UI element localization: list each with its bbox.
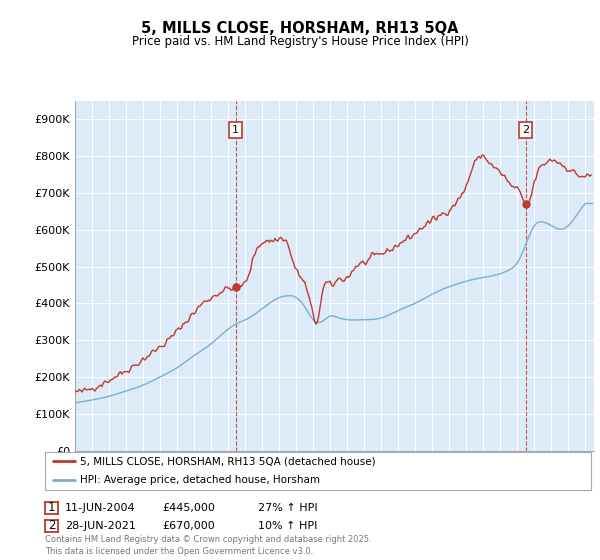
Text: 5, MILLS CLOSE, HORSHAM, RH13 5QA (detached house): 5, MILLS CLOSE, HORSHAM, RH13 5QA (detac… xyxy=(80,456,376,466)
Text: 1: 1 xyxy=(232,125,239,136)
Text: 5, MILLS CLOSE, HORSHAM, RH13 5QA: 5, MILLS CLOSE, HORSHAM, RH13 5QA xyxy=(141,21,459,36)
Text: 11-JUN-2004: 11-JUN-2004 xyxy=(65,503,136,513)
Text: £445,000: £445,000 xyxy=(162,503,215,513)
Text: 10% ↑ HPI: 10% ↑ HPI xyxy=(258,521,317,531)
Text: 28-JUN-2021: 28-JUN-2021 xyxy=(65,521,136,531)
Text: £670,000: £670,000 xyxy=(162,521,215,531)
Text: 2: 2 xyxy=(522,125,529,136)
Text: Price paid vs. HM Land Registry's House Price Index (HPI): Price paid vs. HM Land Registry's House … xyxy=(131,35,469,48)
Text: 27% ↑ HPI: 27% ↑ HPI xyxy=(258,503,317,513)
Text: Contains HM Land Registry data © Crown copyright and database right 2025.
This d: Contains HM Land Registry data © Crown c… xyxy=(45,535,371,556)
Text: 2: 2 xyxy=(48,519,55,533)
Text: HPI: Average price, detached house, Horsham: HPI: Average price, detached house, Hors… xyxy=(80,475,320,486)
Text: 1: 1 xyxy=(48,501,55,515)
